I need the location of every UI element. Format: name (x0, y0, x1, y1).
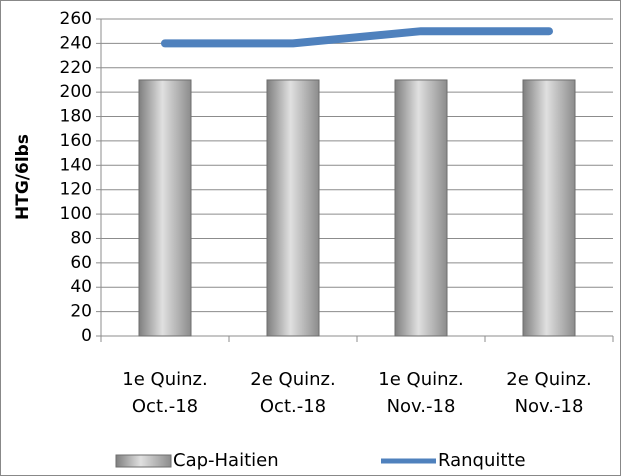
y-tick-label: 60 (70, 253, 92, 273)
x-tick-label: 1e Quinz. Oct.-18 (122, 369, 208, 417)
x-tick-label: 1e Quinz. Nov.-18 (378, 369, 464, 417)
y-axis-label: HTG/6lbs (13, 134, 33, 220)
line (161, 27, 553, 48)
bar (138, 79, 192, 337)
x-tick-label: 2e Quinz. Nov.-18 (506, 369, 592, 417)
y-tick-label: 200 (60, 82, 92, 102)
y-tick-label: 140 (60, 155, 92, 175)
y-tick-label: 160 (60, 131, 92, 151)
bar (394, 79, 448, 337)
y-tick-label: 180 (60, 107, 92, 127)
x-tick-label: 2e Quinz. Oct.-18 (250, 369, 336, 417)
legend-label: Cap-Haitien (173, 450, 279, 471)
y-tick-label: 100 (60, 204, 92, 224)
y-tick-label: 260 (60, 9, 92, 29)
y-tick-label: 0 (81, 326, 92, 346)
legend-label: Ranquitte (438, 450, 526, 471)
bar (522, 79, 576, 337)
y-tick-label: 40 (70, 277, 92, 297)
bar (266, 79, 320, 337)
y-tick-label: 220 (60, 58, 92, 78)
y-tick-label: 80 (70, 228, 92, 248)
y-tick-label: 20 (70, 302, 92, 322)
y-tick-label: 240 (60, 33, 92, 53)
y-tick-label: 120 (60, 180, 92, 200)
legend-swatch (115, 454, 172, 468)
